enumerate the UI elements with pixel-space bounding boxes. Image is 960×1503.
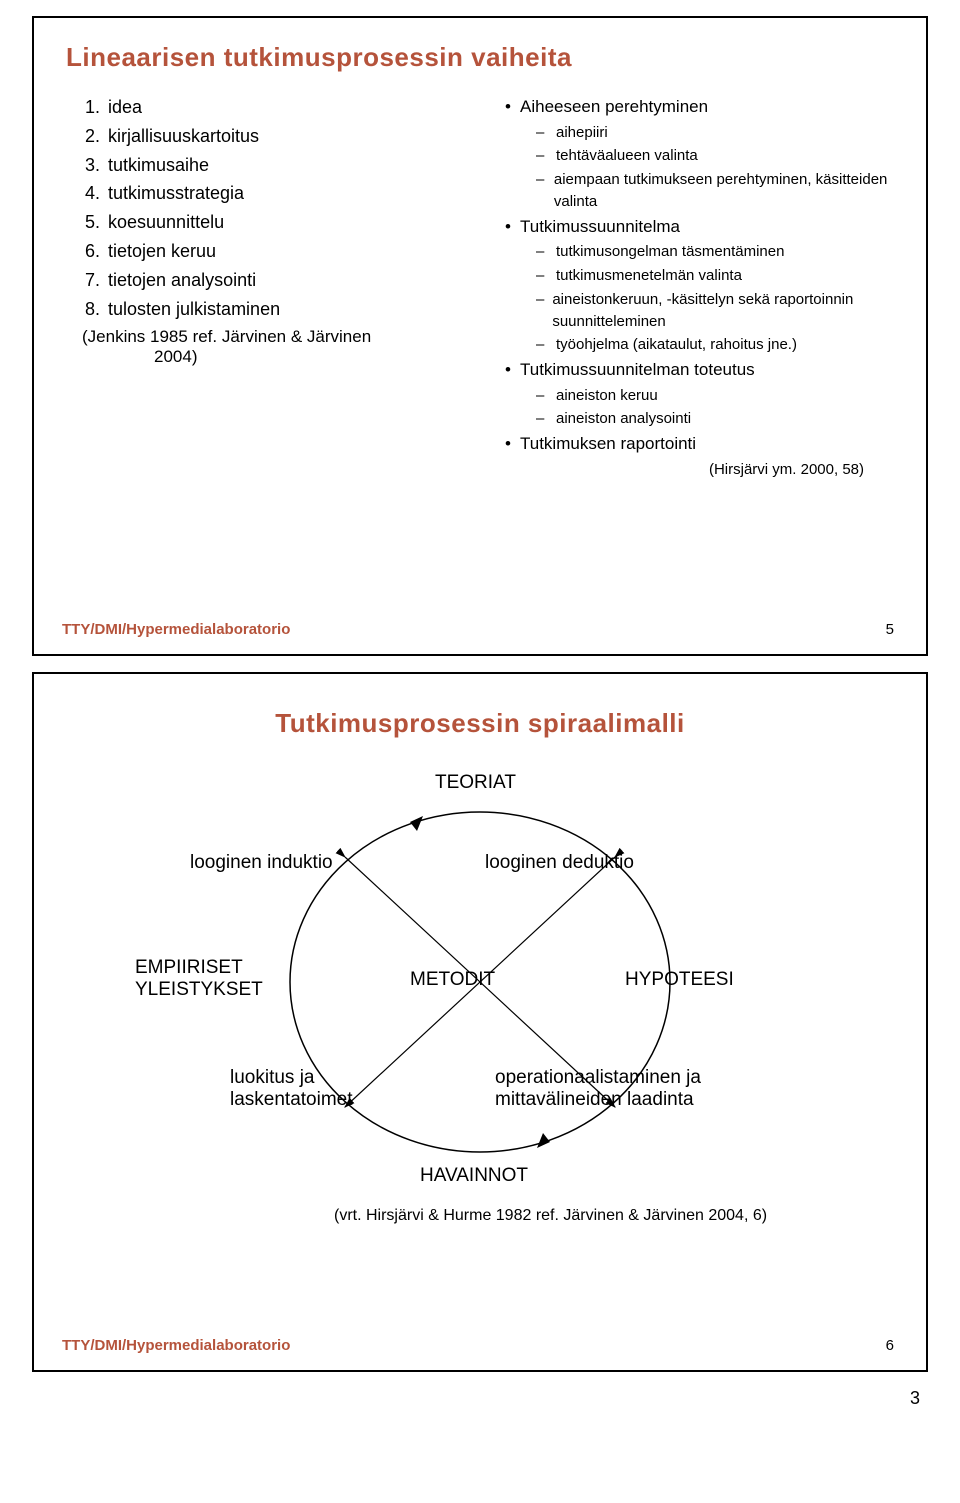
bullet-item: •Tutkimussuunnitelma — [496, 215, 894, 240]
slide-2: Tutkimusprosessin spiraalimalli TEORIAT … — [32, 672, 928, 1372]
slide-1: Lineaarisen tutkimusprosessin vaiheita 1… — [32, 16, 928, 656]
list-item: 6.tietojen keruu — [82, 237, 472, 266]
slide-2-title: Tutkimusprosessin spiraalimalli — [34, 674, 926, 747]
spiral-diagram: TEORIAT looginen induktio looginen deduk… — [155, 757, 805, 1197]
bullet-item: –aihepiiri — [496, 122, 894, 144]
bullet-item: –tutkimusongelman täsmentäminen — [496, 241, 894, 263]
list-item: 5.koesuunnittelu — [82, 208, 472, 237]
label-deduktio: looginen deduktio — [485, 852, 634, 874]
right-column: •Aiheeseen perehtyminen–aihepiiri–tehtäv… — [484, 93, 906, 478]
list-item: 3.tutkimusaihe — [82, 151, 472, 180]
left-reference: (Jenkins 1985 ref. Järvinen & Järvinen 2… — [74, 327, 472, 367]
label-induktio: looginen induktio — [190, 852, 333, 874]
bullet-item: –aineiston keruu — [496, 385, 894, 407]
bullet-item: •Aiheeseen perehtyminen — [496, 95, 894, 120]
ref-line-2: 2004) — [82, 347, 472, 367]
slide-number: 5 — [886, 621, 894, 638]
slide-footer: TTY/DMI/Hypermedialaboratorio — [62, 621, 290, 638]
label-teoriat: TEORIAT — [435, 772, 516, 794]
slide-1-columns: 1.idea2.kirjallisuuskartoitus3.tutkimusa… — [34, 81, 926, 478]
page-number: 3 — [0, 1388, 960, 1409]
left-column: 1.idea2.kirjallisuuskartoitus3.tutkimusa… — [62, 93, 484, 478]
bullet-item: –aineiston analysointi — [496, 408, 894, 430]
slide-footer: TTY/DMI/Hypermedialaboratorio — [62, 1337, 290, 1354]
label-luokitus: luokitus ja laskentatoimet — [230, 1067, 353, 1111]
bullet-item: •Tutkimussuunnitelman toteutus — [496, 358, 894, 383]
bullet-item: –aineistonkeruun, -käsittelyn sekä rapor… — [496, 289, 894, 333]
slide-2-citation: (vrt. Hirsjärvi & Hurme 1982 ref. Järvin… — [34, 1207, 926, 1225]
right-citation: (Hirsjärvi ym. 2000, 58) — [496, 461, 894, 478]
label-empiiriset: EMPIIRISET YLEISTYKSET — [135, 957, 263, 1001]
list-item: 1.idea — [82, 93, 472, 122]
ref-line-1: (Jenkins 1985 ref. Järvinen & Järvinen — [82, 327, 472, 347]
label-hypoteesi: HYPOTEESI — [625, 969, 734, 991]
list-item: 4.tutkimusstrategia — [82, 179, 472, 208]
bullet-item: –työohjelma (aikataulut, rahoitus jne.) — [496, 334, 894, 356]
label-havainnot: HAVAINNOT — [420, 1165, 528, 1187]
slide-1-title: Lineaarisen tutkimusprosessin vaiheita — [34, 18, 926, 81]
bullet-list: •Aiheeseen perehtyminen–aihepiiri–tehtäv… — [496, 95, 894, 457]
slide-number: 6 — [886, 1337, 894, 1354]
bullet-item: –aiempaan tutkimukseen perehtyminen, käs… — [496, 169, 894, 213]
bullet-item: •Tutkimuksen raportointi — [496, 432, 894, 457]
label-operationaalistaminen: operationaalistaminen ja mittavälineiden… — [495, 1067, 701, 1111]
label-metodit: METODIT — [410, 969, 495, 991]
bullet-item: –tehtäväalueen valinta — [496, 145, 894, 167]
list-item: 2.kirjallisuuskartoitus — [82, 122, 472, 151]
bullet-item: –tutkimusmenetelmän valinta — [496, 265, 894, 287]
list-item: 7.tietojen analysointi — [82, 266, 472, 295]
list-item: 8.tulosten julkistaminen — [82, 295, 472, 324]
ordered-list: 1.idea2.kirjallisuuskartoitus3.tutkimusa… — [74, 93, 472, 323]
